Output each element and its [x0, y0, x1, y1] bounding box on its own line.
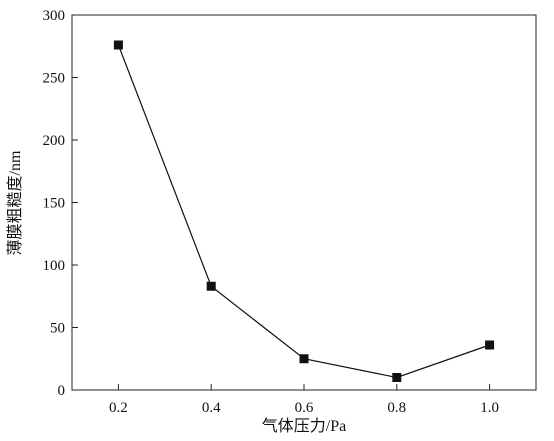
data-point-marker: [485, 340, 495, 350]
series-layer: [113, 40, 495, 382]
x-tick-label: 0.8: [387, 400, 406, 416]
y-tick-label: 50: [50, 321, 65, 337]
y-axis-ticks: 0 50 100 150 200 250 300: [43, 8, 78, 399]
x-tick-label: 0.4: [202, 400, 221, 416]
y-tick-label: 250: [43, 71, 66, 87]
y-tick-label: 0: [58, 383, 66, 399]
y-axis-title: 薄膜粗糙度/nm: [6, 150, 24, 255]
x-tick-label: 1.0: [480, 400, 499, 416]
x-axis-title: 气体压力/Pa: [262, 417, 346, 435]
y-tick-label: 300: [43, 8, 66, 24]
data-point-marker: [392, 373, 402, 382]
series-line: [117, 44, 490, 379]
plot-frame: [71, 14, 537, 391]
y-tick-label: 150: [43, 196, 66, 212]
data-point-marker: [113, 40, 123, 50]
x-tick-label: 0.6: [295, 400, 314, 416]
y-tick-label: 100: [43, 258, 66, 274]
y-tick-label: 200: [43, 133, 66, 149]
x-axis-ticks: 0.2 0.4 0.6 0.8 1.0: [109, 384, 499, 416]
data-point-marker: [206, 281, 216, 291]
x-tick-label: 0.2: [109, 400, 128, 416]
data-point-marker: [299, 354, 309, 364]
